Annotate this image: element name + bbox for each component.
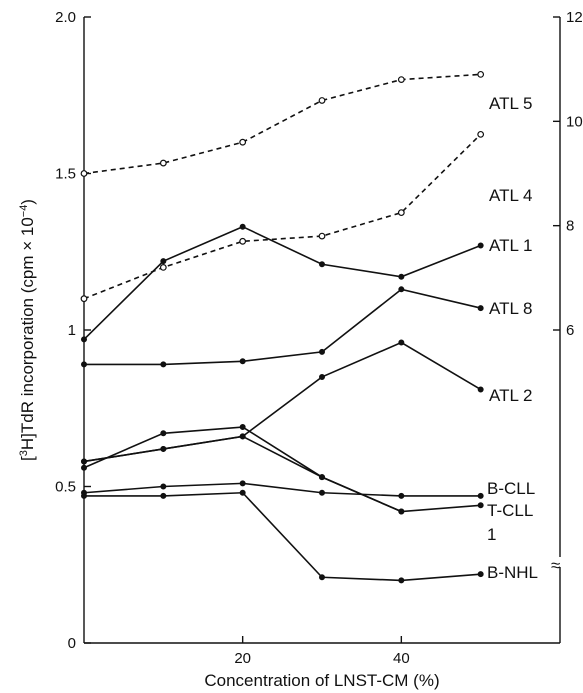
- point-atl-5-2: [239, 138, 247, 146]
- series-group: [80, 70, 485, 584]
- point-atl-4-0: [80, 295, 88, 303]
- point-atl-8-0: [80, 361, 87, 368]
- y-right-tick-label-12: 12: [566, 9, 583, 26]
- point-atl-4-5: [477, 130, 485, 138]
- point-atl-2-4: [398, 339, 405, 346]
- y-left-tick-label-2: 1: [68, 322, 76, 339]
- x-tick-label-40: 40: [393, 650, 410, 667]
- point-b-nhl-3: [319, 574, 326, 581]
- series-line-t-cll-1: [83, 435, 481, 513]
- label-atl5: ATL 5: [489, 94, 532, 113]
- y-left-tick-label-0: 0: [68, 635, 76, 652]
- label-atl2: ATL 2: [489, 386, 532, 405]
- label-bcll: B-CLL: [487, 479, 535, 498]
- point-b-nhl-2: [239, 489, 246, 496]
- point-atl-4-1: [159, 264, 167, 271]
- point-atl-8-4: [398, 286, 405, 293]
- x-axis-title: Concentration of LNST-CM (%): [204, 671, 439, 690]
- point-atl-2-5: [477, 386, 484, 393]
- series-line-series-5: [83, 426, 402, 513]
- point-atl-1-0: [80, 336, 87, 343]
- point-t-cll-1-5: [477, 502, 484, 509]
- y-left-tick-label-3: 1.5: [55, 166, 76, 183]
- point-t-cll-1-2: [239, 433, 246, 440]
- point-atl-8-1: [160, 361, 167, 368]
- point-atl-4-4: [397, 209, 405, 217]
- point-atl-4-3: [318, 232, 326, 240]
- x-tick-label-20: 20: [234, 650, 251, 667]
- point-b-cll-2: [239, 480, 246, 487]
- point-atl-4-2: [239, 237, 247, 245]
- series-line-atl-5: [83, 73, 481, 175]
- point-atl-8-5: [477, 305, 484, 312]
- point-atl-1-5: [477, 242, 484, 249]
- label-atl1: ATL 1: [489, 236, 532, 255]
- y-right-tick-label-10: 10: [566, 113, 583, 130]
- point-atl-1-3: [319, 261, 326, 268]
- y-right-tick-label-6: 6: [566, 322, 574, 339]
- point-atl-5-1: [159, 159, 167, 167]
- series-line-b-cll: [83, 482, 481, 497]
- series-line-atl-4: [83, 133, 482, 300]
- point-t-cll-1-1: [160, 445, 167, 452]
- label-atl4: ATL 4: [489, 186, 532, 205]
- point-series-5-0: [80, 464, 87, 471]
- axis-break-mark: ≈: [551, 556, 560, 575]
- point-b-cll-5: [477, 492, 484, 499]
- point-series-5-1: [160, 430, 167, 437]
- label-atl8: ATL 8: [489, 299, 532, 318]
- point-b-cll-1: [160, 483, 167, 490]
- point-atl-1-1: [160, 258, 167, 265]
- y-right-tick-label-8: 8: [566, 218, 574, 235]
- point-b-nhl-0: [80, 492, 87, 499]
- labels-group: ATL 5 ATL 4 ATL 1 ATL 8 ATL 2 B-CLL T-CL…: [487, 94, 560, 582]
- point-atl-2-3: [319, 373, 326, 380]
- ticks: 20 40 0 0.5 1 1.5 2.0 6 8 10 12: [55, 9, 583, 667]
- point-atl-8-2: [239, 358, 246, 365]
- series-line-atl-2: [83, 341, 482, 463]
- point-atl-1-2: [239, 223, 246, 230]
- point-atl-5-3: [318, 97, 326, 104]
- point-b-nhl-5: [477, 571, 484, 578]
- point-b-cll-3: [319, 489, 326, 496]
- label-tcll-number: 1: [487, 525, 496, 544]
- point-b-nhl-1: [160, 492, 167, 499]
- point-t-cll-1-4: [398, 508, 405, 515]
- label-tcll: T-CLL: [487, 501, 533, 520]
- point-b-nhl-4: [398, 577, 405, 584]
- series-line-atl-1: [83, 225, 481, 340]
- point-t-cll-1-0: [80, 458, 87, 465]
- y-axis-title: [3H]TdR incorporation (cpm × 10−4): [18, 199, 37, 461]
- point-t-cll-1-3: [319, 474, 326, 481]
- point-atl-8-3: [319, 348, 326, 355]
- label-bnhl: B-NHL: [487, 563, 538, 582]
- y-left-tick-label-4: 2.0: [55, 9, 76, 26]
- point-atl-5-5: [477, 70, 485, 78]
- series-line-atl-8: [84, 288, 481, 366]
- point-atl-5-0: [80, 170, 88, 177]
- point-series-5-2: [239, 424, 246, 431]
- point-atl-1-4: [398, 273, 405, 280]
- point-atl-5-4: [397, 76, 405, 83]
- y-left-tick-label-1: 0.5: [55, 479, 76, 496]
- series-line-b-nhl: [84, 491, 481, 582]
- point-b-cll-4: [398, 492, 405, 499]
